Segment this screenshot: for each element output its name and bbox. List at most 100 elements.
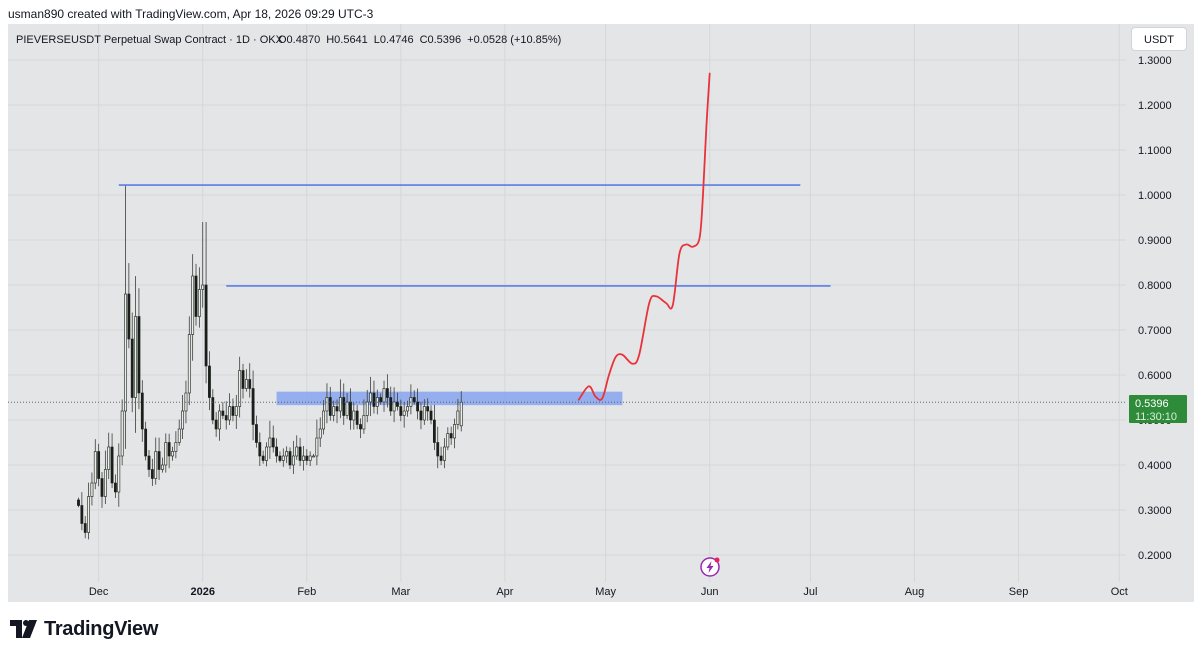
candle[interactable]: [342, 383, 346, 425]
candle[interactable]: [385, 374, 389, 408]
candle[interactable]: [80, 492, 84, 531]
candle[interactable]: [191, 254, 195, 361]
candle[interactable]: [265, 442, 268, 467]
candle[interactable]: [355, 405, 359, 430]
candle[interactable]: [399, 399, 403, 422]
candle[interactable]: [456, 398, 460, 430]
candle[interactable]: [93, 439, 97, 490]
candle[interactable]: [161, 457, 164, 473]
candle[interactable]: [429, 405, 433, 425]
candle[interactable]: [234, 394, 238, 429]
candle[interactable]: [422, 399, 426, 425]
candle[interactable]: [288, 447, 292, 470]
candle[interactable]: [312, 453, 315, 458]
candle[interactable]: [389, 386, 393, 416]
price-axis[interactable]: 1.3000 1.2000 1.1000 1.0000 0.9000 0.8000 0.70…: [1138, 55, 1172, 562]
candle[interactable]: [110, 433, 114, 489]
candle[interactable]: [244, 369, 248, 392]
candle[interactable]: [248, 363, 252, 398]
candle[interactable]: [164, 433, 168, 473]
candle[interactable]: [83, 516, 87, 539]
currency-button[interactable]: USDT: [1131, 27, 1187, 51]
candle[interactable]: [117, 443, 121, 507]
candle[interactable]: [419, 401, 423, 430]
candle[interactable]: [298, 437, 302, 467]
candle[interactable]: [285, 446, 289, 464]
candle[interactable]: [432, 404, 436, 451]
lightning-icon[interactable]: [700, 557, 720, 577]
candle[interactable]: [147, 450, 151, 477]
candle[interactable]: [382, 380, 386, 412]
candle[interactable]: [150, 458, 154, 486]
candle[interactable]: [218, 404, 221, 441]
price-chart[interactable]: 1.3000 1.2000 1.1000 1.0000 0.9000 0.8000 0.70…: [8, 24, 1194, 602]
candle[interactable]: [308, 451, 312, 467]
chart-area[interactable]: 1.3000 1.2000 1.1000 1.0000 0.9000 0.8000 0.70…: [8, 24, 1194, 602]
candle[interactable]: [194, 263, 198, 326]
time-axis[interactable]: Dec 2026 Feb Mar Apr May Jun Jul Aug Sep Oct: [89, 586, 1128, 598]
candle[interactable]: [238, 356, 242, 418]
candle[interactable]: [87, 482, 90, 540]
candle[interactable]: [214, 412, 218, 437]
candle[interactable]: [302, 445, 305, 471]
candle[interactable]: [443, 438, 446, 469]
candle[interactable]: [120, 399, 124, 466]
candle[interactable]: [231, 398, 235, 422]
candle[interactable]: [201, 222, 205, 308]
candle[interactable]: [338, 379, 342, 419]
candle[interactable]: [107, 432, 111, 480]
candle[interactable]: [295, 435, 299, 460]
candle[interactable]: [268, 420, 272, 459]
candle[interactable]: [446, 427, 450, 451]
candle[interactable]: [90, 472, 94, 506]
candle[interactable]: [332, 400, 336, 422]
candle[interactable]: [197, 267, 201, 328]
candle[interactable]: [171, 446, 174, 461]
candle[interactable]: [154, 437, 158, 485]
candle[interactable]: [359, 418, 362, 439]
candle[interactable]: [127, 263, 131, 349]
candle[interactable]: [204, 222, 208, 384]
candle[interactable]: [261, 450, 265, 464]
candle[interactable]: [258, 432, 262, 466]
candle[interactable]: [318, 417, 322, 448]
candle[interactable]: [402, 402, 406, 428]
candle[interactable]: [241, 363, 245, 399]
candle[interactable]: [281, 448, 285, 467]
candle[interactable]: [114, 474, 117, 499]
candle[interactable]: [228, 393, 231, 425]
candle[interactable]: [278, 451, 282, 463]
candle[interactable]: [137, 288, 141, 410]
candle-series[interactable]: [77, 185, 463, 540]
candle[interactable]: [362, 399, 366, 434]
candle[interactable]: [325, 383, 329, 424]
candle[interactable]: [221, 402, 225, 420]
candle[interactable]: [211, 389, 215, 425]
candle[interactable]: [305, 449, 309, 466]
candle[interactable]: [315, 419, 319, 466]
projection-curve[interactable]: [577, 72, 711, 401]
candle[interactable]: [144, 421, 148, 461]
candle[interactable]: [130, 312, 134, 413]
candle[interactable]: [124, 185, 127, 449]
candle[interactable]: [167, 433, 171, 469]
candle[interactable]: [177, 419, 181, 446]
candle[interactable]: [436, 426, 440, 469]
candle[interactable]: [322, 400, 325, 435]
candle[interactable]: [453, 418, 456, 449]
candle[interactable]: [77, 497, 80, 508]
candle[interactable]: [224, 401, 228, 430]
candle[interactable]: [174, 431, 178, 459]
candle[interactable]: [100, 471, 104, 508]
candle[interactable]: [335, 399, 339, 424]
candle[interactable]: [406, 400, 409, 417]
candle[interactable]: [372, 380, 376, 414]
candle[interactable]: [187, 316, 191, 406]
candle[interactable]: [208, 351, 211, 411]
candle[interactable]: [271, 425, 275, 453]
candle[interactable]: [97, 443, 101, 487]
candle[interactable]: [396, 392, 399, 411]
candle[interactable]: [134, 276, 137, 433]
candle[interactable]: [416, 388, 419, 420]
candle[interactable]: [275, 438, 278, 463]
